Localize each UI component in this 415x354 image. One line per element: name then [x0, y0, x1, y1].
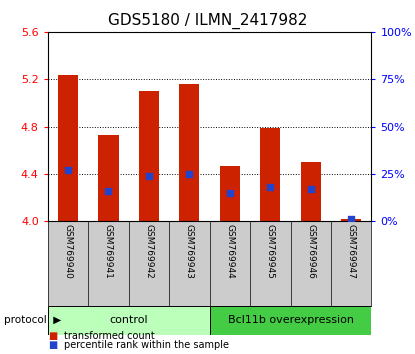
Text: GSM769947: GSM769947: [347, 224, 356, 279]
Text: GSM769945: GSM769945: [266, 224, 275, 279]
Text: GDS5180 / ILMN_2417982: GDS5180 / ILMN_2417982: [108, 12, 307, 29]
Bar: [220, 166, 240, 221]
Text: GSM769946: GSM769946: [306, 224, 315, 279]
Text: ■: ■: [48, 331, 57, 341]
Text: GSM769943: GSM769943: [185, 224, 194, 279]
Point: [65, 167, 71, 173]
Text: GSM769944: GSM769944: [225, 224, 234, 279]
Point: [186, 171, 193, 177]
Bar: [139, 91, 159, 221]
Text: GSM769942: GSM769942: [144, 224, 154, 279]
Text: ■: ■: [48, 340, 57, 350]
Text: GSM769941: GSM769941: [104, 224, 113, 279]
Bar: [341, 219, 361, 221]
Bar: [48, 306, 210, 335]
Text: Bcl11b overexpression: Bcl11b overexpression: [227, 315, 354, 325]
Bar: [260, 128, 281, 221]
Bar: [98, 135, 119, 221]
Point: [146, 173, 152, 179]
Text: control: control: [109, 315, 148, 325]
Point: [308, 186, 314, 192]
Point: [348, 217, 354, 222]
Point: [267, 184, 273, 190]
Point: [227, 190, 233, 196]
Bar: [210, 306, 371, 335]
Text: percentile rank within the sample: percentile rank within the sample: [64, 340, 229, 350]
Text: GSM769940: GSM769940: [63, 224, 73, 279]
Point: [105, 188, 112, 194]
Bar: [58, 75, 78, 221]
Bar: [179, 84, 200, 221]
Text: transformed count: transformed count: [64, 331, 155, 341]
Text: protocol  ▶: protocol ▶: [4, 315, 61, 325]
Bar: [300, 162, 321, 221]
